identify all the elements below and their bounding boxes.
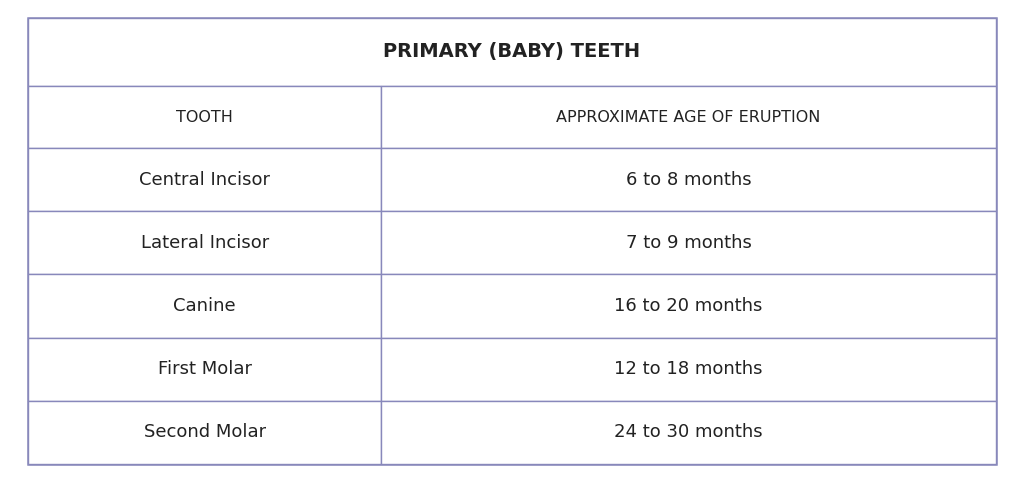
Bar (28, 86, 381, 148)
Text: 7 to 9 months: 7 to 9 months (626, 234, 752, 252)
Bar (381, 148, 996, 211)
Bar (28, 337, 381, 401)
Text: 12 to 18 months: 12 to 18 months (614, 360, 763, 378)
Text: Lateral Incisor: Lateral Incisor (140, 234, 268, 252)
Bar (381, 86, 996, 148)
Text: 24 to 30 months: 24 to 30 months (614, 423, 763, 442)
Bar (28, 211, 381, 274)
Text: 6 to 8 months: 6 to 8 months (626, 171, 752, 188)
Bar (28, 274, 381, 337)
Bar (381, 274, 996, 337)
Text: APPROXIMATE AGE OF ERUPTION: APPROXIMATE AGE OF ERUPTION (556, 109, 821, 124)
Text: First Molar: First Molar (158, 360, 252, 378)
Text: Canine: Canine (173, 297, 236, 315)
Bar (28, 18, 996, 86)
Bar (28, 148, 381, 211)
Bar (381, 211, 996, 274)
Text: Central Incisor: Central Incisor (139, 171, 270, 188)
Text: TOOTH: TOOTH (176, 109, 233, 124)
Bar (381, 337, 996, 401)
Text: 16 to 20 months: 16 to 20 months (614, 297, 763, 315)
Bar (28, 401, 381, 464)
Text: Second Molar: Second Molar (143, 423, 265, 442)
Bar (381, 401, 996, 464)
Text: PRIMARY (BABY) TEETH: PRIMARY (BABY) TEETH (383, 42, 641, 62)
